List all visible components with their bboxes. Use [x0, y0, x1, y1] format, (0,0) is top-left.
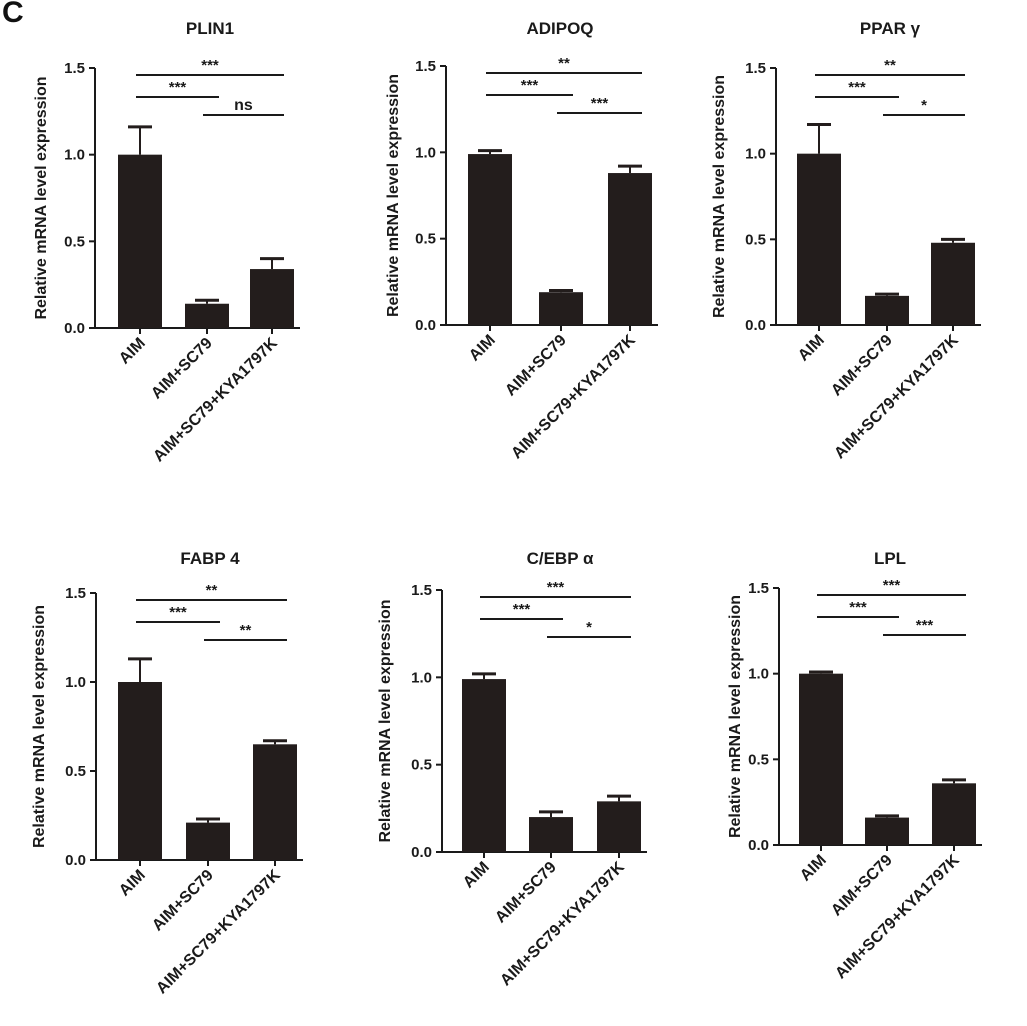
x-tick-label: AIM	[116, 335, 149, 368]
bar	[468, 154, 512, 325]
significance-label: **	[884, 57, 896, 74]
bar	[118, 682, 162, 860]
x-tick-label: AIM+SC79+KYA1797K	[832, 851, 963, 982]
x-tick-label: AIM+SC79	[149, 867, 217, 935]
significance-label: ***	[547, 579, 565, 596]
bar	[185, 303, 229, 328]
x-tick-label: AIM+SC79	[828, 852, 896, 920]
y-tick-label: 0.5	[65, 763, 86, 780]
bar	[931, 242, 975, 325]
y-tick-label: 1.0	[64, 147, 85, 164]
bar	[865, 817, 909, 845]
chart-title: C/EBP α	[527, 549, 594, 568]
y-tick-label: 0.5	[415, 231, 436, 248]
y-tick-label: 1.5	[745, 60, 766, 77]
x-tick-label: AIM	[795, 332, 828, 365]
y-tick-label: 0.5	[411, 757, 432, 774]
y-tick-label: 0.5	[745, 231, 766, 248]
y-tick-label: 1.0	[65, 674, 86, 691]
chart-title: ADIPOQ	[526, 19, 593, 38]
bar	[608, 173, 652, 325]
significance-label: ***	[521, 77, 539, 94]
bar	[865, 295, 909, 325]
x-tick-label: AIM	[116, 867, 149, 900]
y-tick-label: 1.5	[65, 585, 86, 602]
significance-label: ***	[513, 601, 531, 618]
significance-label: *	[586, 619, 592, 636]
y-axis-label: Relative mRNA level expression	[377, 599, 394, 842]
panel-letter: C	[2, 0, 24, 29]
bar	[529, 817, 573, 852]
significance-label: ***	[169, 79, 187, 96]
y-axis-label: Relative mRNA level expression	[31, 605, 48, 848]
y-tick-label: 0.0	[415, 317, 436, 334]
y-axis-label: Relative mRNA level expression	[385, 74, 402, 317]
significance-label: ***	[849, 599, 867, 616]
x-tick-label: AIM+SC79+KYA1797K	[497, 858, 628, 989]
bar	[118, 154, 162, 328]
bar	[462, 679, 506, 852]
bar	[597, 801, 641, 852]
bar	[186, 822, 230, 860]
x-tick-label: AIM+SC79	[828, 332, 896, 400]
bar	[250, 269, 294, 328]
x-tick-label: AIM	[466, 332, 499, 365]
bar	[797, 153, 841, 325]
x-tick-label: AIM+SC79+KYA1797K	[508, 331, 639, 462]
y-tick-label: 1.5	[64, 60, 85, 77]
y-tick-label: 1.0	[411, 669, 432, 686]
y-tick-label: 1.5	[411, 582, 432, 599]
significance-label: **	[206, 582, 218, 599]
significance-label: *	[921, 97, 927, 114]
y-tick-label: 0.5	[64, 233, 85, 250]
significance-label: ***	[169, 604, 187, 621]
y-tick-label: 1.0	[745, 146, 766, 163]
y-tick-label: 1.0	[415, 144, 436, 161]
bar	[932, 783, 976, 845]
y-tick-label: 1.0	[748, 666, 769, 683]
significance-label: ns	[234, 97, 253, 114]
y-axis-label: Relative mRNA level expression	[727, 595, 744, 838]
y-tick-label: 0.0	[411, 844, 432, 861]
bar	[253, 744, 297, 860]
y-tick-label: 0.0	[748, 837, 769, 854]
y-axis-label: Relative mRNA level expression	[33, 76, 50, 319]
significance-label: ***	[848, 79, 866, 96]
significance-label: ***	[591, 95, 609, 112]
y-tick-label: 1.5	[748, 580, 769, 597]
bar	[539, 292, 583, 325]
x-tick-label: AIM+SC79+KYA1797K	[831, 331, 962, 462]
bar	[799, 673, 843, 845]
y-tick-label: 0.5	[748, 751, 769, 768]
chart-title: LPL	[874, 549, 906, 568]
significance-label: **	[240, 622, 252, 639]
significance-label: ***	[916, 617, 934, 634]
chart-title: FABP 4	[180, 549, 240, 568]
x-tick-label: AIM+SC79	[148, 335, 216, 403]
y-tick-label: 0.0	[745, 317, 766, 334]
x-tick-label: AIM+SC79+KYA1797K	[150, 334, 281, 465]
y-tick-label: 1.5	[415, 58, 436, 75]
y-tick-label: 0.0	[65, 852, 86, 869]
x-tick-label: AIM	[797, 852, 830, 885]
chart-title: PPAR γ	[860, 19, 921, 38]
x-tick-label: AIM+SC79+KYA1797K	[153, 866, 284, 997]
x-tick-label: AIM	[460, 859, 493, 892]
significance-label: ***	[883, 577, 901, 594]
x-tick-label: AIM+SC79	[502, 332, 570, 400]
chart-title: PLIN1	[186, 19, 234, 38]
y-axis-label: Relative mRNA level expression	[711, 75, 728, 318]
x-tick-label: AIM+SC79	[492, 859, 560, 927]
significance-label: **	[558, 55, 570, 72]
y-tick-label: 0.0	[64, 320, 85, 337]
significance-label: ***	[201, 57, 219, 74]
